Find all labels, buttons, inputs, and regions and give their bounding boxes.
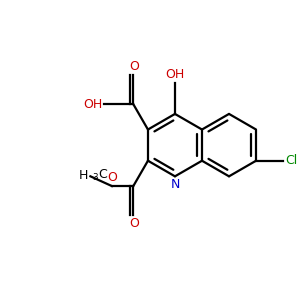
Text: Cl: Cl: [285, 154, 298, 167]
Text: OH: OH: [83, 98, 102, 111]
Text: O: O: [129, 60, 139, 73]
Text: $\mathregular{_3}$C: $\mathregular{_3}$C: [88, 168, 109, 183]
Text: O: O: [129, 217, 139, 230]
Text: H: H: [79, 169, 88, 182]
Text: O: O: [107, 171, 117, 184]
Text: N: N: [170, 178, 180, 191]
Text: OH: OH: [165, 68, 184, 81]
